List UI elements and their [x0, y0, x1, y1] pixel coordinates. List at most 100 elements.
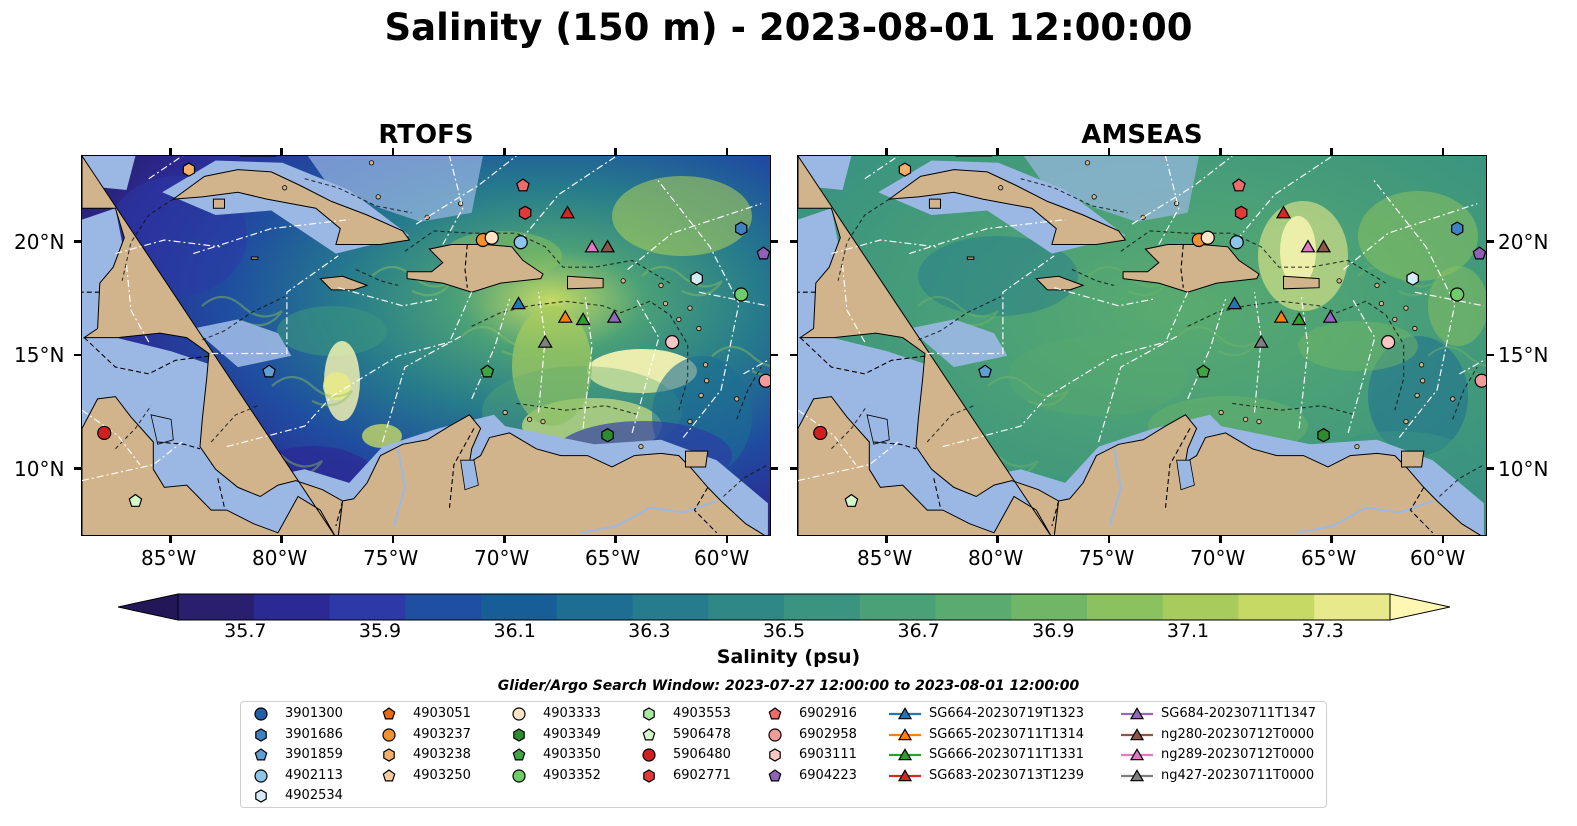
legend-label: 4903238	[413, 747, 471, 762]
legend-marker[interactable]	[768, 727, 782, 742]
legend-marker[interactable]	[769, 748, 781, 762]
circle-icon	[512, 768, 526, 783]
lon-label-70w-rtofs: 70°W	[474, 546, 530, 570]
lon-tick	[391, 148, 395, 155]
lon-tick	[614, 536, 617, 543]
legend-marker[interactable]	[383, 748, 395, 762]
legend-marker[interactable]	[643, 707, 655, 721]
triangle-icon	[889, 707, 921, 720]
station-marker[interactable]	[575, 312, 591, 326]
station-marker[interactable]	[665, 335, 680, 350]
lon-label-60w-rtofs: 60°W	[694, 546, 750, 570]
legend-label: SG664-20230719T1323	[929, 706, 1085, 721]
salinity-colorbar	[118, 593, 1450, 621]
station-marker[interactable]	[844, 493, 859, 507]
legend-marker[interactable]	[382, 707, 396, 720]
legend-marker[interactable]	[382, 727, 396, 742]
station-marker[interactable]	[756, 246, 770, 260]
legend-marker[interactable]	[897, 768, 913, 781]
station-marker[interactable]	[1253, 334, 1269, 348]
legend-marker[interactable]	[254, 768, 268, 783]
station-marker[interactable]	[262, 364, 276, 378]
legend-marker[interactable]	[512, 768, 526, 783]
station-marker[interactable]	[1291, 312, 1307, 326]
station-marker[interactable]	[1322, 309, 1338, 323]
station-marker[interactable]	[1381, 335, 1396, 350]
legend-marker[interactable]	[897, 707, 913, 720]
station-marker[interactable]	[734, 287, 749, 302]
legend-marker[interactable]	[768, 707, 782, 720]
lat-tick	[1487, 240, 1494, 243]
legend-label: 4903352	[543, 767, 601, 783]
station-marker[interactable]	[484, 230, 499, 245]
legend-marker[interactable]	[382, 768, 396, 781]
station-marker[interactable]	[734, 221, 748, 236]
station-marker[interactable]	[518, 205, 532, 220]
lat-tick	[1487, 467, 1494, 470]
lon-tick	[280, 148, 283, 155]
station-marker[interactable]	[1450, 221, 1464, 236]
station-marker[interactable]	[510, 296, 527, 310]
station-marker[interactable]	[1474, 373, 1487, 388]
station-marker[interactable]	[513, 235, 528, 250]
station-marker[interactable]	[1200, 230, 1215, 245]
station-marker[interactable]	[128, 493, 143, 507]
station-marker[interactable]	[1450, 287, 1465, 302]
station-marker[interactable]	[1234, 205, 1248, 220]
lon-tick	[1219, 148, 1222, 155]
legend-marker[interactable]	[642, 748, 656, 762]
station-marker[interactable]	[1232, 178, 1246, 192]
legend-marker[interactable]	[254, 748, 268, 761]
rtofs-map[interactable]	[81, 155, 771, 536]
station-marker[interactable]	[584, 239, 600, 253]
legend-marker[interactable]	[513, 727, 525, 742]
station-marker[interactable]	[813, 425, 828, 441]
station-marker[interactable]	[690, 271, 703, 286]
legend-marker[interactable]	[512, 707, 526, 721]
station-marker[interactable]	[1226, 296, 1243, 310]
station-marker[interactable]	[601, 428, 614, 443]
station-marker[interactable]	[537, 334, 553, 348]
station-marker[interactable]	[1196, 364, 1211, 378]
legend-marker[interactable]	[897, 748, 913, 761]
station-marker[interactable]	[978, 364, 992, 378]
station-marker[interactable]	[606, 309, 622, 323]
legend-marker[interactable]	[255, 727, 267, 742]
station-marker[interactable]	[480, 364, 495, 378]
station-marker[interactable]	[1472, 246, 1486, 260]
legend-label: 3901859	[285, 747, 343, 762]
station-marker[interactable]	[1300, 239, 1316, 253]
legend-marker[interactable]	[642, 727, 656, 740]
legend-marker[interactable]	[643, 768, 655, 783]
station-marker[interactable]	[1273, 309, 1289, 323]
station-marker[interactable]	[557, 309, 573, 323]
legend-marker[interactable]	[254, 707, 268, 721]
lon-tick	[885, 536, 888, 543]
legend-marker[interactable]	[255, 789, 267, 803]
lon-tick	[503, 148, 506, 155]
station-marker[interactable]	[1275, 205, 1292, 219]
legend-marker[interactable]	[1129, 727, 1145, 740]
legend-marker[interactable]	[1129, 768, 1145, 781]
station-marker[interactable]	[97, 425, 112, 441]
legend-marker[interactable]	[1129, 707, 1145, 720]
station-marker[interactable]	[898, 162, 912, 177]
station-marker[interactable]	[182, 162, 196, 177]
station-marker[interactable]	[600, 239, 616, 253]
triangle-icon	[889, 748, 921, 761]
station-marker[interactable]	[1406, 271, 1419, 286]
station-marker[interactable]	[1316, 239, 1332, 253]
circle-icon	[254, 768, 268, 783]
legend-marker[interactable]	[1129, 748, 1145, 761]
legend-marker[interactable]	[512, 748, 526, 761]
amseas-map[interactable]	[797, 155, 1487, 536]
station-marker[interactable]	[1229, 235, 1244, 250]
station-marker[interactable]	[758, 373, 771, 388]
station-marker[interactable]	[516, 178, 530, 192]
lon-tick	[996, 148, 999, 155]
lon-tick	[1441, 536, 1445, 543]
legend-marker[interactable]	[768, 768, 782, 781]
station-marker[interactable]	[559, 205, 576, 219]
legend-marker[interactable]	[897, 727, 913, 740]
station-marker[interactable]	[1317, 428, 1330, 443]
